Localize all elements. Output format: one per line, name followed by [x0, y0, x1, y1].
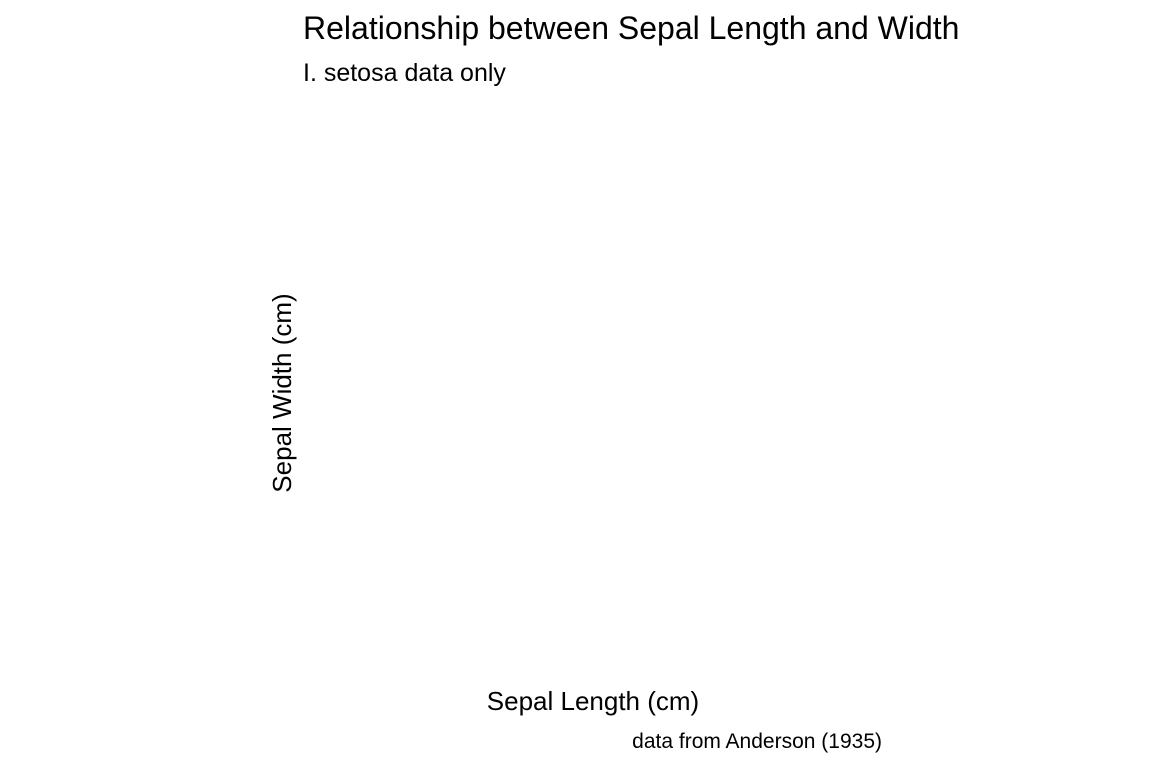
chart-caption: data from Anderson (1935) — [632, 730, 882, 753]
x-axis-label: Sepal Length (cm) — [486, 686, 700, 716]
plot-panel — [303, 100, 883, 680]
y-axis-label: Sepal Width (cm) — [267, 293, 297, 493]
chart-subtitle: I. setosa data only — [303, 59, 506, 87]
chart-title: Relationship between Sepal Length and Wi… — [303, 10, 960, 46]
